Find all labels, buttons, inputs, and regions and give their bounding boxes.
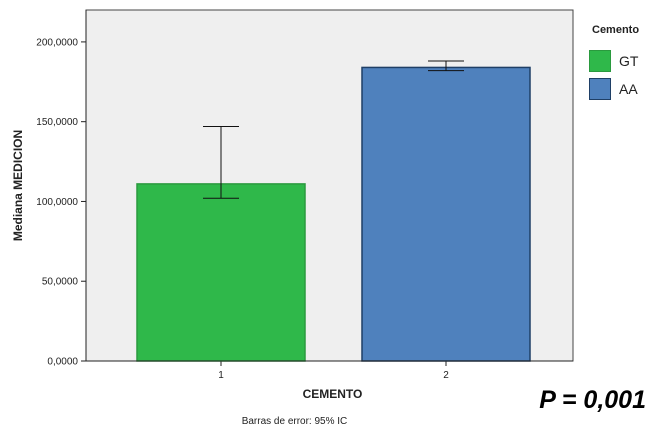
bar-gt (136, 183, 306, 362)
legend-swatch (589, 50, 611, 72)
y-axis-title: Mediana MEDICION (11, 130, 25, 241)
p-value-annotation: P = 0,001 (539, 386, 646, 414)
bars-group (136, 66, 531, 362)
bar-aa (361, 66, 531, 362)
y-tick-label: 200,0000 (36, 37, 78, 48)
x-tick-label: 2 (443, 370, 449, 381)
legend-swatch (589, 78, 611, 100)
y-tick-label: 50,0000 (42, 277, 79, 288)
y-tick-label: 150,0000 (36, 117, 78, 128)
y-axis-ticks: 0,0000 50,0000 100,0000 150,0000 200,0000 (36, 37, 86, 368)
error-bar-footnote: Barras de error: 95% IC (242, 416, 348, 427)
x-tick-label: 1 (218, 370, 224, 381)
legend-label: GT (619, 53, 639, 69)
legend-item-gt: GT (589, 50, 638, 72)
x-axis-title: CEMENTO (303, 387, 363, 401)
legend-title: Cemento (592, 24, 640, 36)
y-tick-label: 100,0000 (36, 197, 78, 208)
error-bars-group (203, 60, 464, 199)
legend-label: AA (619, 81, 638, 97)
y-tick-label: 0,0000 (47, 357, 78, 368)
legend-item-aa: AA (589, 78, 638, 100)
